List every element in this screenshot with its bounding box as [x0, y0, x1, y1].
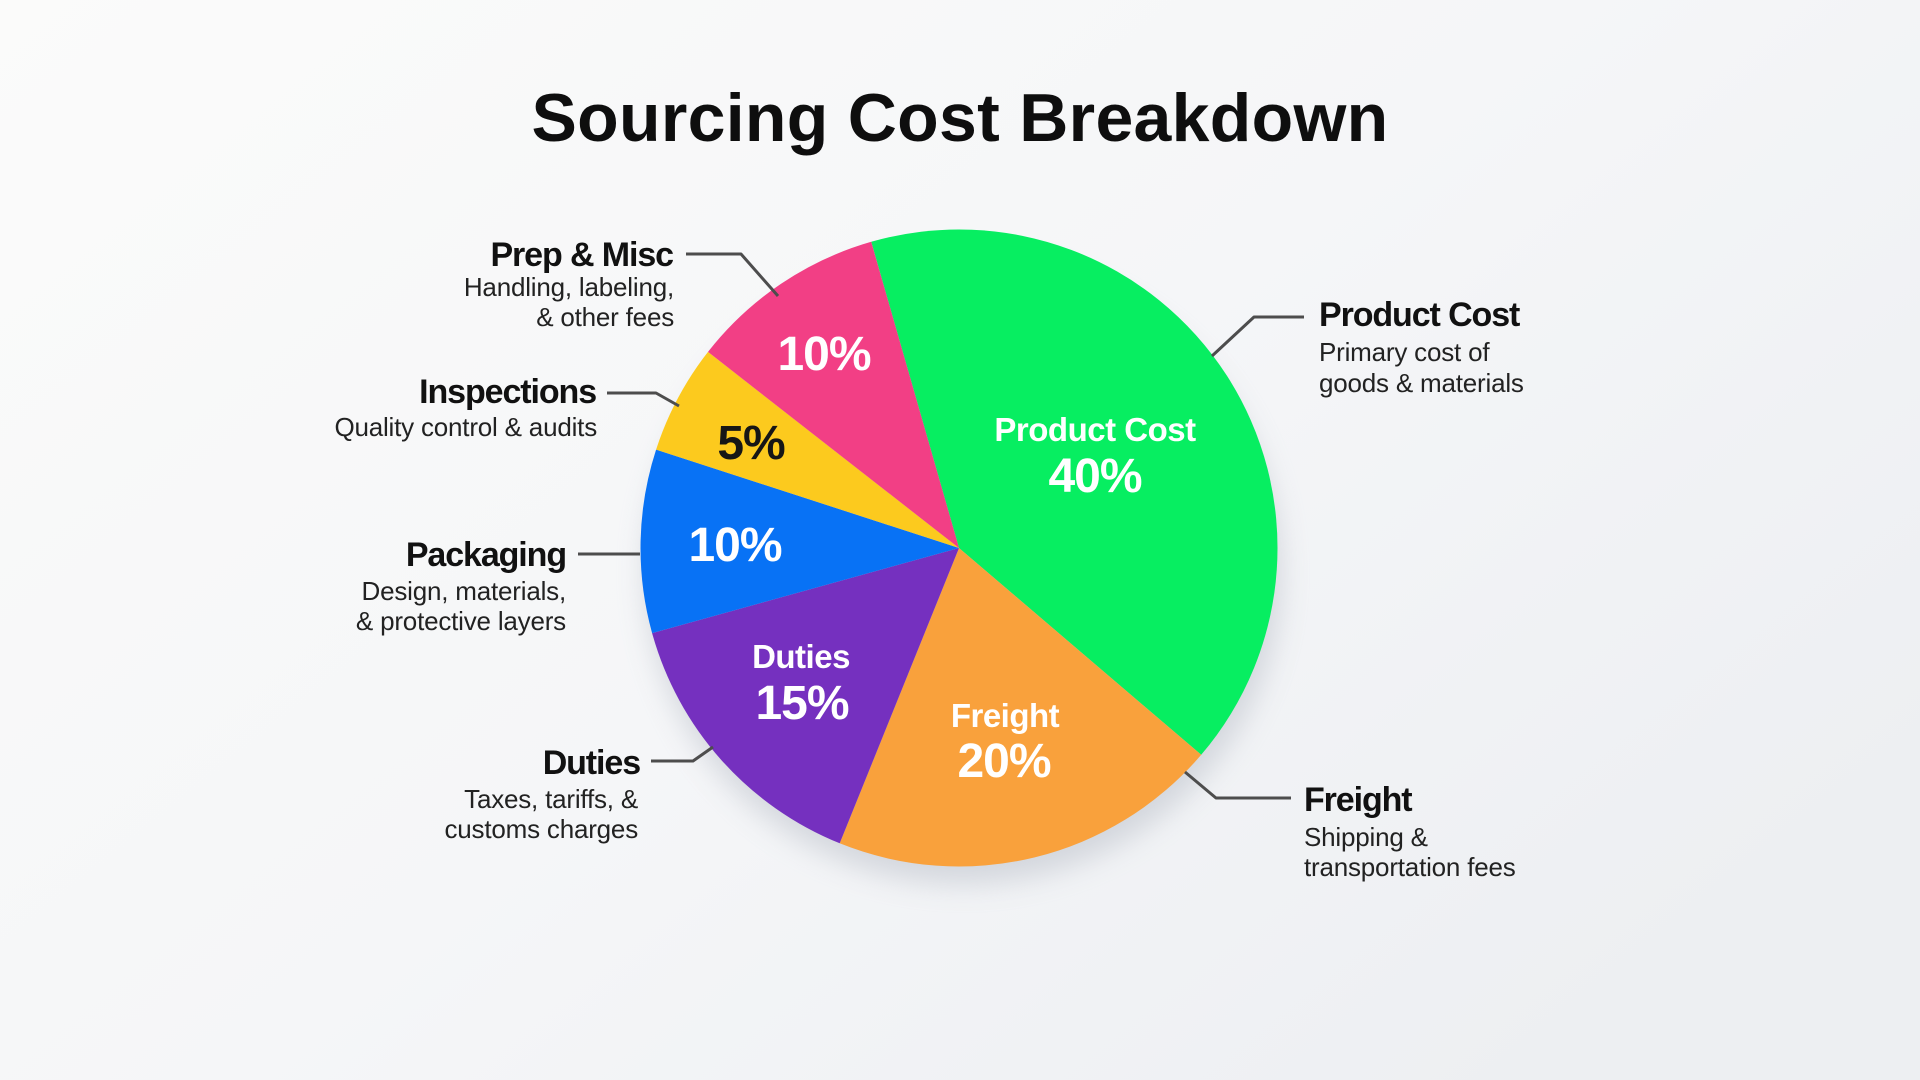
svg-text:customs charges: customs charges	[444, 814, 638, 844]
svg-text:Quality control & audits: Quality control & audits	[334, 412, 597, 442]
svg-text:Duties: Duties	[543, 744, 641, 782]
svg-text:10%: 10%	[777, 328, 870, 381]
svg-text:Shipping &: Shipping &	[1304, 822, 1428, 852]
svg-text:Duties: Duties	[752, 638, 850, 675]
svg-text:15%: 15%	[755, 677, 848, 730]
svg-text:Packaging: Packaging	[406, 536, 566, 574]
svg-text:transportation fees: transportation fees	[1304, 852, 1516, 882]
svg-text:Handling, labeling,: Handling, labeling,	[464, 272, 674, 302]
svg-text:Inspections: Inspections	[419, 373, 596, 411]
svg-text:& other fees: & other fees	[536, 302, 674, 332]
svg-text:Freight: Freight	[1304, 781, 1412, 819]
svg-text:5%: 5%	[717, 417, 785, 470]
svg-text:40%: 40%	[1048, 450, 1141, 503]
svg-text:Product Cost: Product Cost	[994, 411, 1196, 448]
svg-text:goods & materials: goods & materials	[1319, 368, 1524, 398]
svg-text:Prep & Misc: Prep & Misc	[490, 236, 673, 274]
svg-text:Freight: Freight	[951, 697, 1060, 734]
svg-text:Product Cost: Product Cost	[1319, 296, 1520, 334]
svg-text:Taxes, tariffs, &: Taxes, tariffs, &	[464, 784, 638, 814]
svg-text:Design, materials,: Design, materials,	[362, 576, 566, 606]
svg-text:Primary cost of: Primary cost of	[1319, 337, 1490, 367]
svg-text:10%: 10%	[688, 519, 781, 572]
svg-text:20%: 20%	[957, 735, 1050, 788]
svg-text:Sourcing Cost Breakdown: Sourcing Cost Breakdown	[532, 80, 1389, 156]
svg-text:& protective layers: & protective layers	[356, 606, 566, 636]
